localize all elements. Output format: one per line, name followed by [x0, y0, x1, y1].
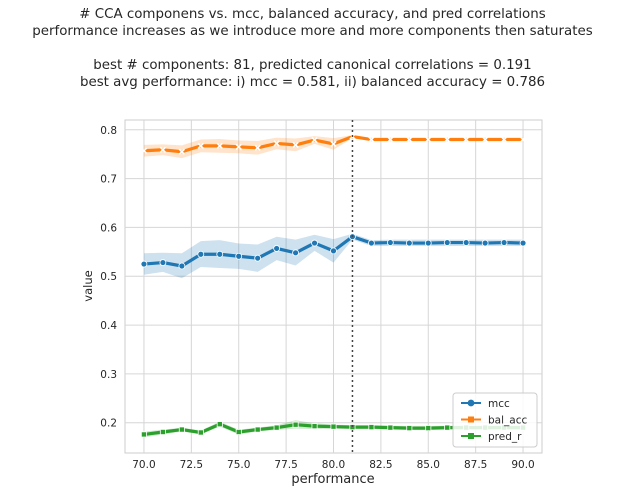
mcc-point [481, 239, 489, 247]
x-tick-label: 77.5 [274, 459, 297, 471]
bal_acc-point [197, 142, 204, 150]
title-line-2: performance increases as we introduce mo… [32, 24, 593, 39]
bal_acc-point [500, 136, 508, 143]
x-tick-label: 72.5 [180, 459, 203, 471]
y-axis-label: value [81, 270, 95, 301]
bal_acc-point [178, 148, 186, 155]
bal_acc-point [140, 147, 148, 154]
x-tick-label: 75.0 [227, 459, 250, 471]
mcc-point [443, 239, 451, 246]
x-tick-labels: 70.0 72.5 75.0 77.5 80.0 82.5 85.0 87.5 90.0 [132, 459, 534, 471]
pred_r-point [406, 425, 413, 432]
mcc-point [140, 260, 148, 268]
bal_acc-point [311, 136, 318, 144]
mcc-point [386, 239, 394, 246]
mcc-point [424, 239, 432, 247]
y-tick-labels: 0.2 0.3 0.4 0.5 0.6 0.7 0.8 [100, 125, 117, 430]
bal_acc-point [292, 141, 299, 149]
mcc-point [254, 254, 262, 262]
mcc-point [178, 262, 186, 270]
mcc-point [216, 250, 224, 258]
mcc-point [500, 239, 508, 246]
bal_acc-point [425, 136, 432, 143]
pred_r-point [292, 421, 299, 428]
x-tick-label: 70.0 [132, 459, 155, 471]
pred_r-point [254, 426, 261, 433]
pred_r-point [425, 425, 432, 432]
y-tick-label: 0.2 [100, 418, 117, 430]
x-tick-label: 80.0 [322, 459, 345, 471]
mcc-point [235, 252, 243, 260]
pred_r-point [235, 429, 242, 436]
y-tick-label: 0.4 [100, 320, 117, 332]
mcc-legend-marker [467, 399, 475, 407]
bal_acc-point [330, 140, 337, 148]
bal_acc-point [216, 142, 223, 150]
bal_acc-legend-marker [468, 416, 474, 423]
bal_acc-point [481, 136, 489, 143]
pred_r-point [444, 424, 451, 431]
y-tick-label: 0.8 [100, 125, 117, 137]
pred_r-point [349, 424, 356, 431]
bal_acc-point [444, 136, 451, 143]
pred_r-point [178, 426, 185, 433]
mcc-point [311, 239, 318, 247]
bal_acc-point [159, 146, 167, 153]
y-tick-label: 0.6 [100, 222, 117, 234]
title-line-5: best avg performance: i) mcc = 0.581, ii… [79, 75, 546, 90]
mcc-point [197, 250, 205, 258]
x-tick-label: 90.0 [511, 459, 534, 471]
title-line-4: best # components: 81, predicted canonic… [93, 58, 532, 73]
bal_acc-point [519, 136, 527, 143]
title-line-1: # CCA componens vs. mcc, balanced accura… [79, 7, 546, 22]
bal_acc-legend-label: bal_acc [488, 415, 527, 427]
mcc-point [405, 239, 413, 247]
mcc-point [462, 239, 470, 246]
pred_r-point [216, 421, 223, 428]
pred_r-point [311, 423, 318, 430]
pred_r-point [387, 424, 394, 431]
bal_acc-point [235, 143, 242, 151]
x-tick-label: 85.0 [417, 459, 440, 471]
y-tick-label: 0.3 [100, 369, 117, 381]
mcc-point [292, 249, 299, 257]
bal_acc-point [406, 136, 413, 143]
pred_r-point [273, 424, 280, 431]
y-tick-label: 0.5 [100, 271, 117, 283]
legend: mcc bal_acc pred_r [452, 392, 538, 448]
mcc-point [159, 259, 167, 266]
pred_r-point [140, 431, 147, 438]
grid-lines [125, 120, 542, 453]
mcc-point [273, 245, 281, 252]
bal_acc-point [387, 136, 394, 143]
pred_r-point [368, 424, 375, 431]
x-tick-label: 87.5 [464, 459, 487, 471]
mcc-point [330, 247, 337, 255]
mcc-legend-label: mcc [488, 398, 510, 410]
x-axis-label: performance [291, 472, 374, 487]
pred_r-point [330, 423, 337, 430]
bal_acc-point [368, 136, 375, 143]
pred_r-legend-label: pred_r [488, 431, 522, 443]
chart-title: # CCA componens vs. mcc, balanced accura… [0, 6, 625, 91]
mcc-point [519, 239, 527, 247]
pred_r-point [197, 429, 204, 436]
mcc-point [368, 239, 375, 247]
bal_acc-point [254, 144, 261, 151]
y-tick-label: 0.7 [100, 174, 117, 186]
pred_r-point [159, 429, 166, 436]
bal_acc-point [273, 140, 280, 147]
x-tick-label: 82.5 [369, 459, 392, 471]
bal_acc-point [463, 136, 470, 143]
pred_r-legend-marker [468, 433, 474, 439]
